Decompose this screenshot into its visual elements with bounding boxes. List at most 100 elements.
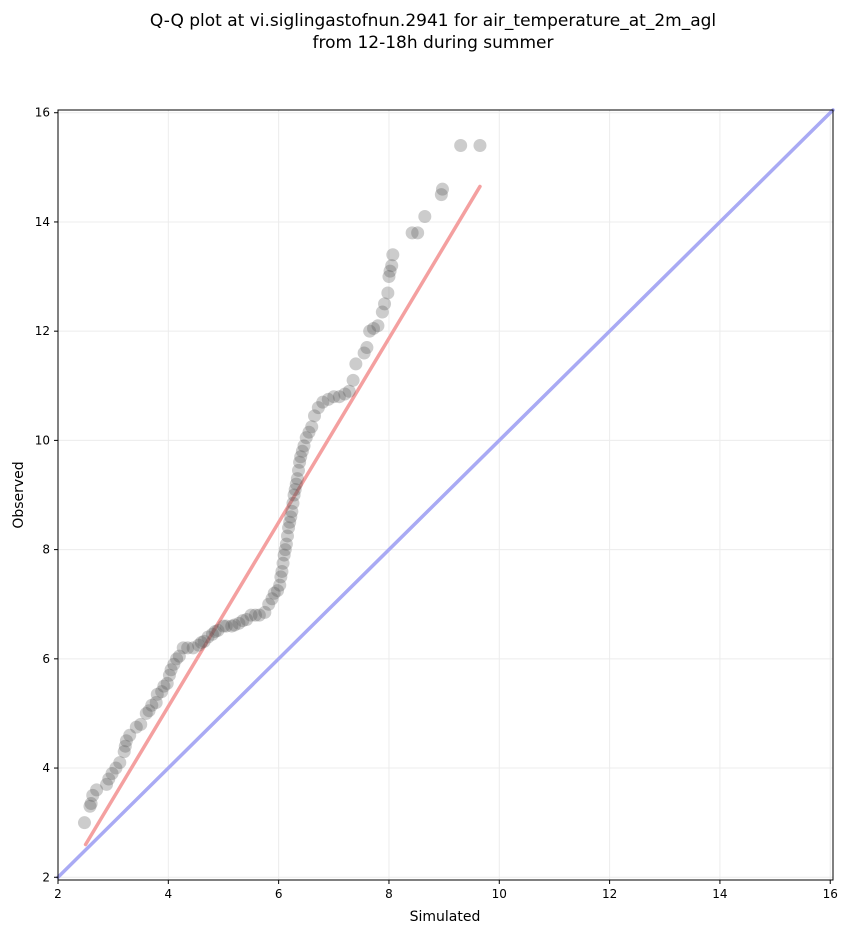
data-point	[378, 297, 392, 311]
data-point	[205, 627, 219, 641]
y-axis: 2 4 6 8 10 12 14 16	[35, 106, 58, 884]
x-axis-label: Simulated	[410, 909, 481, 925]
data-point	[291, 463, 305, 477]
data-point	[118, 739, 132, 753]
x-tick-label: 4	[164, 887, 172, 901]
data-point	[295, 444, 309, 458]
data-point	[194, 635, 208, 649]
data-point	[274, 570, 288, 584]
data-point	[275, 564, 289, 578]
data-point	[280, 529, 294, 543]
data-point	[197, 634, 211, 648]
data-point	[357, 346, 371, 360]
data-point	[134, 717, 148, 731]
data-point	[208, 625, 222, 639]
data-point	[129, 720, 143, 734]
y-tick-label: 8	[42, 543, 50, 557]
grid-lines	[57, 110, 833, 880]
data-point	[84, 797, 98, 811]
y-tick-label: 14	[35, 215, 50, 229]
data-point	[119, 734, 133, 748]
data-point	[244, 608, 258, 622]
data-point	[181, 641, 195, 655]
x-axis: 2 4 6 8 10 12 14 16	[54, 880, 838, 901]
data-point	[434, 188, 448, 202]
data-point	[435, 182, 449, 196]
data-point	[311, 401, 325, 415]
data-point	[172, 649, 186, 663]
data-point	[155, 685, 169, 699]
data-point	[201, 630, 215, 644]
x-tick-label: 16	[823, 887, 838, 901]
data-point	[321, 392, 335, 406]
data-point	[142, 704, 156, 718]
data-point	[276, 556, 290, 570]
data-point	[305, 420, 319, 434]
data-point	[160, 676, 174, 690]
y-tick-label: 2	[42, 870, 50, 884]
y-tick-label: 6	[42, 652, 50, 666]
data-point	[363, 324, 377, 338]
data-point	[454, 138, 468, 152]
data-point	[294, 450, 308, 464]
data-point	[240, 613, 254, 627]
chart-title-line-1: Q-Q plot at vi.siglingastofnun.2941 for …	[150, 11, 716, 31]
data-point	[170, 652, 184, 666]
data-point	[316, 395, 330, 409]
data-point	[289, 477, 303, 491]
data-point	[192, 638, 206, 652]
y-tick-label: 10	[35, 433, 50, 447]
data-point	[117, 745, 131, 759]
data-point	[267, 586, 281, 600]
data-point	[367, 321, 381, 335]
data-point	[279, 537, 293, 551]
data-point	[164, 663, 178, 677]
data-point	[385, 259, 399, 273]
data-point	[258, 605, 272, 619]
data-point	[232, 616, 246, 630]
data-point	[77, 816, 91, 830]
data-point	[100, 777, 114, 791]
x-tick-label: 10	[492, 887, 507, 901]
y-tick-label: 16	[35, 106, 50, 120]
data-point	[297, 439, 311, 453]
x-tick-label: 8	[385, 887, 393, 901]
data-point	[83, 799, 97, 813]
data-point	[149, 696, 163, 710]
x-tick-label: 6	[275, 887, 283, 901]
data-point	[382, 270, 396, 284]
data-point	[211, 623, 225, 637]
data-point	[105, 767, 119, 781]
data-point	[167, 657, 181, 671]
data-point	[386, 248, 400, 262]
data-point	[381, 286, 395, 300]
data-point	[283, 515, 297, 529]
data-point	[252, 608, 266, 622]
data-point	[248, 608, 262, 622]
data-point	[90, 783, 104, 797]
data-point	[371, 319, 385, 333]
fit-line	[83, 184, 482, 847]
data-point	[271, 584, 285, 598]
data-point	[265, 592, 279, 606]
data-point	[360, 341, 374, 355]
data-point	[287, 488, 301, 502]
data-point	[286, 496, 300, 510]
data-point	[109, 761, 123, 775]
y-tick-label: 4	[42, 761, 50, 775]
identity-line	[56, 108, 835, 880]
data-point	[145, 698, 159, 712]
data-point	[102, 772, 116, 786]
data-point	[288, 483, 302, 497]
data-point	[411, 226, 425, 240]
data-point	[293, 455, 307, 469]
data-point	[113, 756, 127, 770]
x-tick-label: 12	[602, 887, 617, 901]
data-point	[285, 504, 299, 518]
data-point	[282, 521, 296, 535]
data-point	[150, 687, 164, 701]
data-point	[375, 305, 389, 319]
data-point	[123, 728, 137, 742]
data-point	[176, 641, 190, 655]
